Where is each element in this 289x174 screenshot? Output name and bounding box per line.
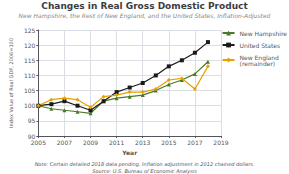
svg-text:Changes in Real Gross Domestic: Changes in Real Gross Domestic Product (41, 1, 248, 11)
svg-text:Source: U.S. Bureau of Economi: Source: U.S. Bureau of Economic Analysis (92, 168, 197, 174)
svg-text:115: 115 (24, 57, 36, 64)
svg-text:New England: New England (239, 53, 279, 61)
svg-text:Index Value of Real GDP, 2006=: Index Value of Real GDP, 2006=100 (8, 38, 14, 128)
svg-text:2013: 2013 (135, 139, 150, 146)
svg-text:100: 100 (24, 102, 36, 109)
svg-text:95: 95 (28, 117, 36, 124)
svg-text:120: 120 (24, 42, 36, 49)
svg-text:90: 90 (27, 132, 36, 140)
svg-text:2009: 2009 (83, 139, 98, 146)
svg-text:2005: 2005 (31, 139, 46, 146)
svg-text:2011: 2011 (109, 139, 124, 146)
svg-text:Year: Year (121, 149, 137, 156)
svg-text:125: 125 (24, 27, 36, 34)
svg-text:New Hampshire: New Hampshire (240, 30, 288, 38)
svg-text:110: 110 (24, 72, 36, 79)
svg-text:(remainder): (remainder) (240, 60, 276, 67)
svg-text:2019: 2019 (213, 139, 228, 146)
svg-text:2015: 2015 (161, 139, 176, 146)
svg-text:105: 105 (24, 87, 36, 94)
svg-text:2017: 2017 (187, 139, 202, 146)
svg-text:2007: 2007 (57, 139, 72, 146)
svg-text:New Hampshire, the Rest of New: New Hampshire, the Rest of New England, … (19, 12, 271, 20)
svg-text:Note: Certain detailed 2018 da: Note: Certain detailed 2018 data pending… (35, 161, 255, 168)
svg-text:United States: United States (240, 42, 281, 49)
